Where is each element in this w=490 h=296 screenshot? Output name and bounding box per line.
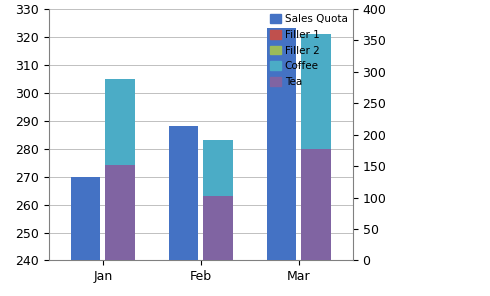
Bar [71,177,100,260]
Bar [267,28,296,260]
Bar [203,196,233,260]
Bar [105,79,135,165]
Legend: Sales Quota, Filler 1, Filler 2, Coffee, Tea: Sales Quota, Filler 1, Filler 2, Coffee,… [270,14,347,87]
Bar [169,126,198,260]
Bar [203,140,233,196]
Bar [301,149,331,260]
Bar [105,165,135,260]
Bar [301,34,331,149]
